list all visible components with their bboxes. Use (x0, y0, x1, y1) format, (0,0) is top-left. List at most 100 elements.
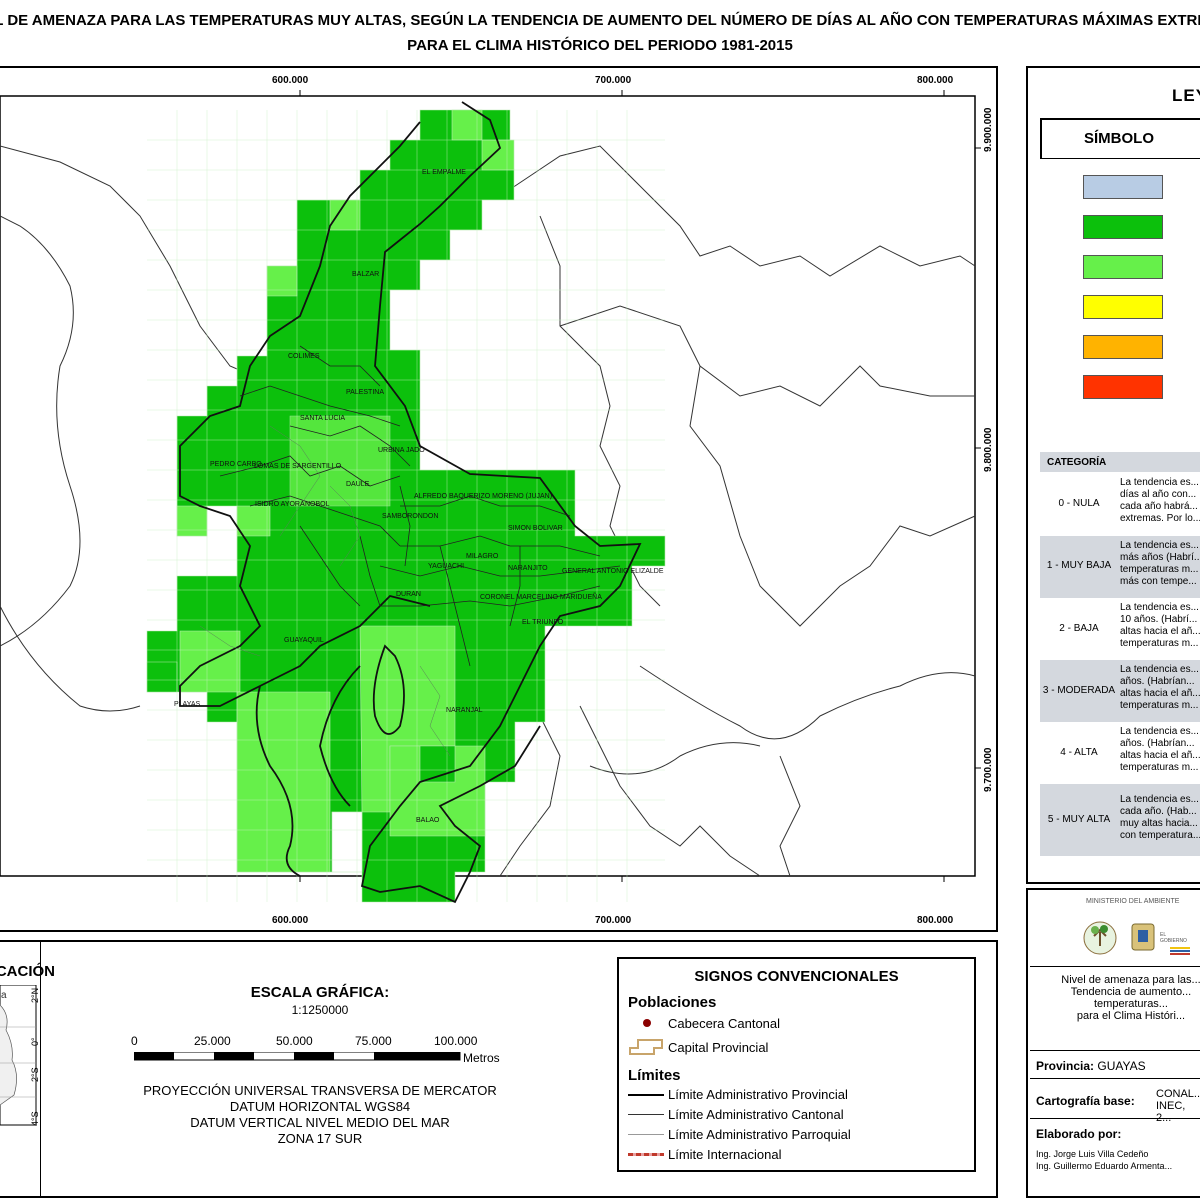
svg-text:NARANJITO: NARANJITO (508, 565, 548, 572)
svg-text:EL: EL (1160, 932, 1166, 938)
symbol-muy-alta (1083, 375, 1163, 399)
location-title: UBICACIÓN (0, 963, 55, 980)
province-value: GUAYAS (1097, 1059, 1146, 1073)
limit-cantonal-label: Límite Administrativo Cantonal (668, 1107, 844, 1122)
authors: Ing. Jorge Luis Villa Cedeño Ing. Guille… (1036, 1149, 1173, 1171)
category-row-0: 0 - NULA La tendencia es... días al año c… (1040, 474, 1200, 536)
svg-text:BALZAR: BALZAR (352, 271, 379, 278)
info-divider-1 (1030, 966, 1200, 967)
x-tick-bottom-1: 600.000 (272, 915, 309, 926)
svg-text:EL EMPALME: EL EMPALME (422, 169, 466, 176)
y-tick-3: 9.700.000 (983, 747, 994, 793)
svg-text:PLAYAS: PLAYAS (174, 701, 201, 708)
svg-text:YAGUACHI: YAGUACHI (428, 563, 464, 570)
map-canvas: EL EMPALME BALZAR COLIMES PALESTINA SANT… (0, 90, 981, 904)
svg-text:EL TRIUNFO: EL TRIUNFO (522, 619, 564, 626)
location-inset-label: a (1, 990, 7, 1001)
map-description: Nivel de amenaza para las... Tendencia d… (1061, 974, 1200, 1022)
svg-text:SANTA LUCIA: SANTA LUCIA (300, 415, 345, 422)
category-desc-4: La tendencia es... años. (Habrían... altas… (1120, 726, 1200, 773)
province-boundary (179, 101, 642, 904)
lat-tick-4: 4°S (30, 1111, 40, 1126)
category-header: CATEGORÍA (1047, 457, 1107, 468)
lat-tick-3: 2°S (30, 1067, 40, 1082)
category-row-4: 4 - ALTA La tendencia es... años. (Habría… (1040, 722, 1200, 784)
x-tick-bottom-2: 700.000 (595, 915, 632, 926)
category-label-4: 4 - ALTA (1060, 747, 1098, 758)
limit-internacional-label: Límite Internacional (668, 1147, 782, 1162)
svg-text:SAMBORONDON: SAMBORONDON (382, 513, 438, 520)
made-by-label: Elaborado por: (1036, 1127, 1122, 1141)
projection-info: PROYECCIÓN UNIVERSAL TRANSVERSA DE MERCA… (143, 1083, 497, 1146)
grid-lines (147, 110, 665, 902)
scale-ratio: 1:1250000 (291, 1003, 349, 1017)
category-label-5: 5 - MUY ALTA (1047, 814, 1111, 825)
category-row-3: 3 - MODERADA La tendencia es... años. (Ha… (1040, 660, 1200, 722)
cabecera-label: Cabecera Cantonal (668, 1016, 781, 1031)
y-tick-1: 9.900.000 (983, 107, 994, 153)
svg-text:LOMAS DE SARGENTILLO: LOMAS DE SARGENTILLO (254, 463, 342, 470)
svg-text:GOBIERNO: GOBIERNO (1160, 938, 1187, 944)
svg-text:CORONEL MARCELINO MARIDUEÑA: CORONEL MARCELINO MARIDUEÑA (480, 592, 602, 601)
x-tick-top-3: 800.000 (917, 75, 954, 86)
x-tick-bottom-3: 800.000 (917, 915, 954, 926)
map-subtitle: PARA EL CLIMA HISTÓRICO DEL PERIODO 1981… (407, 37, 793, 54)
symbol-muy-baja (1083, 215, 1163, 239)
scale-title: ESCALA GRÁFICA: (250, 984, 390, 1001)
conventional-signs-box (617, 957, 976, 1172)
limit-parroquial-label: Límite Administrativo Parroquial (668, 1127, 851, 1142)
province-label: Provincia: (1036, 1059, 1095, 1073)
svg-text:DAULE: DAULE (346, 481, 370, 488)
canton-boundaries (219, 345, 621, 667)
category-desc-2: La tendencia es... 10 años. (Habrí... alta… (1120, 602, 1200, 649)
info-divider-4 (1030, 1118, 1200, 1119)
ministry-name: MINISTERIO DEL AMBIENTE (1086, 898, 1180, 905)
symbol-alta (1083, 335, 1163, 359)
lat-tick-1: 2°N (30, 987, 40, 1003)
symbol-moderada (1083, 295, 1163, 319)
parroquial-line-icon (628, 1134, 664, 1135)
cabecera-dot-icon (643, 1019, 651, 1027)
scale-tick-1: 25.000 (194, 1034, 231, 1048)
x-tick-top-2: 700.000 (595, 75, 632, 86)
category-label-3: 3 - MODERADA (1042, 685, 1116, 696)
provincial-line-icon (628, 1094, 664, 1096)
svg-text:GENERAL ANTONIO ELIZALDE: GENERAL ANTONIO ELIZALDE (562, 568, 664, 575)
populations-header: Poblaciones (628, 994, 717, 1011)
province-row: Provincia: GUAYAS (1036, 1059, 1146, 1073)
svg-text:NARANJAL: NARANJAL (446, 707, 483, 714)
category-desc-5: La tendencia es... cada año. (Hab... muy a… (1120, 794, 1200, 841)
capital-label: Capital Provincial (668, 1040, 769, 1055)
category-label-2: 2 - BAJA (1059, 623, 1099, 634)
legend-title: LEYENDA (1172, 86, 1200, 105)
svg-text:PEDRO CARBO: PEDRO CARBO (210, 461, 262, 468)
location-inset (0, 940, 41, 1198)
svg-text:PALESTINA: PALESTINA (346, 389, 384, 396)
info-divider-3 (1030, 1078, 1200, 1079)
lat-tick-2: 0° (30, 1037, 40, 1046)
svg-text:GUAYAQUIL: GUAYAQUIL (284, 637, 324, 644)
cantonal-line-icon (628, 1114, 664, 1115)
location-map (0, 985, 37, 1126)
svg-text:DURAN: DURAN (396, 591, 421, 598)
svg-text:SIMON BOLIVAR: SIMON BOLIVAR (508, 525, 563, 532)
limit-provincial-label: Límite Administrativo Provincial (668, 1087, 848, 1102)
scale-bar (134, 1052, 461, 1061)
scale-tick-2: 50.000 (276, 1034, 313, 1048)
svg-text:COLIMES: COLIMES (288, 353, 320, 360)
parish-boundaries (199, 425, 451, 757)
svg-text:ISIDRO AYORA: ISIDRO AYORA (255, 501, 305, 508)
logos: EL GOBIERNO (1083, 921, 1190, 955)
scale-tick-0: 0 (131, 1034, 138, 1048)
conventional-signs-title: SIGNOS CONVENCIONALES (694, 968, 899, 985)
map-title: NIVEL DE AMENAZA PARA LAS TEMPERATURAS M… (0, 12, 1200, 29)
x-tick-top-1: 600.000 (272, 75, 309, 86)
place-labels: EL EMPALME BALZAR COLIMES PALESTINA SANT… (174, 169, 664, 824)
category-desc-3: La tendencia es... años. (Habrían... altas… (1120, 664, 1200, 711)
legend-divider (1040, 158, 1200, 159)
symbol-baja (1083, 255, 1163, 279)
category-desc-1: La tendencia es... más años (Habrí... temp… (1120, 540, 1200, 587)
category-row-5: 5 - MUY ALTA La tendencia es... cada año.… (1040, 784, 1200, 856)
info-divider-2 (1030, 1050, 1200, 1051)
symbol-header: SÍMBOLO (1084, 130, 1154, 147)
